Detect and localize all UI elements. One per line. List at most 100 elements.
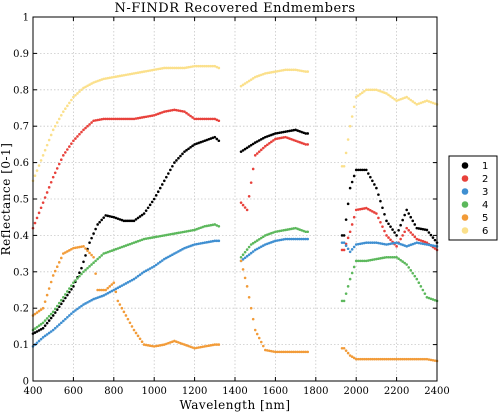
- data-point: [215, 118, 219, 122]
- legend-marker-4: [461, 201, 469, 208]
- data-point: [371, 241, 374, 244]
- data-point: [47, 186, 51, 189]
- data-point: [59, 298, 63, 302]
- data-point: [55, 304, 59, 308]
- data-point: [259, 245, 263, 248]
- data-point: [253, 240, 257, 244]
- data-point: [193, 243, 196, 246]
- data-point: [169, 254, 172, 258]
- x-tick-label: 1800: [303, 386, 328, 397]
- data-point: [39, 308, 43, 311]
- data-point: [130, 242, 134, 245]
- data-point: [96, 257, 99, 261]
- data-point: [92, 261, 95, 265]
- data-point: [136, 334, 140, 338]
- data-point: [59, 113, 63, 117]
- data-point: [134, 240, 138, 244]
- data-point: [154, 113, 158, 116]
- data-point: [53, 171, 57, 175]
- data-point: [286, 237, 289, 241]
- data-point: [205, 117, 209, 121]
- data-point: [298, 228, 301, 231]
- data-point: [362, 259, 366, 263]
- data-point: [138, 215, 142, 218]
- data-point: [102, 252, 105, 255]
- data-point: [41, 326, 45, 330]
- y-tick-label: 0.9: [13, 49, 29, 60]
- data-point: [126, 73, 130, 76]
- data-point: [427, 243, 431, 247]
- data-point: [175, 66, 178, 70]
- data-point: [399, 242, 402, 246]
- data-point: [203, 139, 206, 143]
- legend-label: 5: [482, 213, 488, 224]
- data-point: [102, 294, 105, 297]
- data-point: [64, 317, 67, 321]
- data-point: [158, 234, 162, 238]
- data-point: [393, 231, 396, 234]
- data-point: [211, 223, 215, 227]
- data-point: [33, 327, 37, 330]
- legend-marker-6: [461, 227, 469, 234]
- data-point: [45, 191, 49, 194]
- data-point: [352, 174, 356, 178]
- data-point: [417, 281, 421, 285]
- data-point: [74, 246, 77, 250]
- data-point: [136, 274, 140, 278]
- data-point: [257, 74, 261, 77]
- data-point: [203, 64, 206, 68]
- data-point: [266, 143, 269, 147]
- data-point: [199, 226, 202, 230]
- data-point: [419, 101, 423, 105]
- data-point: [72, 281, 75, 285]
- data-point: [96, 288, 99, 292]
- data-point: [88, 251, 91, 255]
- data-point: [401, 97, 404, 100]
- data-point: [183, 246, 186, 250]
- series-2: [31, 108, 439, 252]
- data-point: [72, 139, 75, 143]
- data-point: [409, 231, 413, 234]
- data-point: [59, 256, 63, 260]
- data-point: [136, 71, 140, 74]
- data-point: [425, 99, 429, 103]
- data-point: [346, 351, 350, 355]
- data-point: [136, 216, 140, 220]
- x-tick-label: 2400: [424, 386, 449, 397]
- data-point: [389, 357, 392, 361]
- legend-marker-3: [461, 188, 469, 195]
- data-point: [371, 88, 374, 92]
- data-point: [136, 116, 140, 120]
- data-point: [189, 114, 192, 118]
- data-point: [241, 268, 245, 271]
- data-point: [401, 218, 404, 222]
- data-point: [41, 154, 45, 157]
- data-point: [84, 85, 87, 89]
- data-point: [304, 237, 308, 241]
- data-point: [243, 256, 247, 260]
- data-point: [306, 230, 310, 234]
- data-point: [276, 137, 279, 140]
- data-point: [128, 219, 132, 223]
- data-point: [108, 285, 112, 288]
- data-point: [371, 210, 374, 213]
- data-point: [49, 180, 53, 184]
- data-point: [274, 132, 277, 135]
- data-point: [383, 229, 386, 233]
- data-point: [209, 240, 213, 243]
- data-point: [163, 343, 166, 346]
- data-point: [92, 119, 95, 123]
- data-point: [415, 237, 419, 241]
- data-point: [163, 234, 166, 237]
- data-point: [124, 117, 128, 121]
- data-point: [415, 277, 419, 281]
- data-point: [100, 78, 103, 81]
- data-point: [360, 168, 364, 172]
- data-point: [106, 286, 110, 290]
- data-point: [114, 247, 118, 251]
- data-point: [286, 68, 289, 72]
- data-point: [120, 218, 124, 222]
- data-point: [57, 301, 61, 305]
- data-point: [116, 75, 120, 78]
- y-tick-label: 0.8: [13, 85, 29, 96]
